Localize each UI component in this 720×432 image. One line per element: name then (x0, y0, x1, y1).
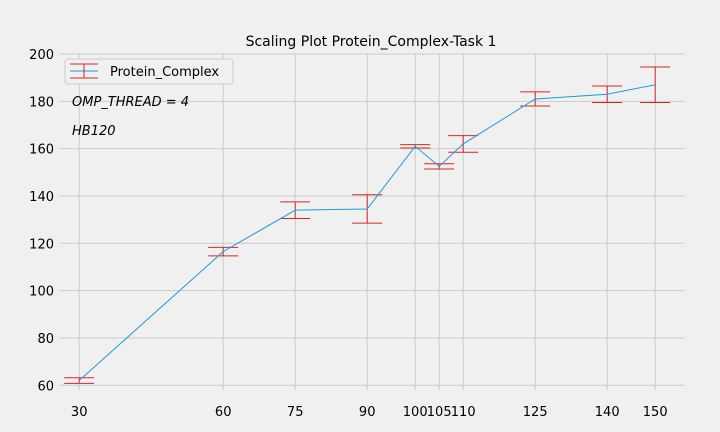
x-tick-label: 100 (403, 405, 428, 420)
y-tick-label: 120 (29, 237, 54, 252)
legend-swatch (70, 63, 98, 79)
y-tick-label: 60 (37, 379, 54, 394)
x-tick-label: 150 (643, 405, 668, 420)
legend-box (64, 58, 234, 85)
x-tick-label: 105 (427, 405, 452, 420)
grid (60, 53, 684, 390)
y-tick-label: 80 (37, 332, 54, 347)
y-tick-label: 180 (29, 95, 54, 110)
annotation-omp-thread: OMP_THREAD = 4 (72, 95, 189, 110)
x-axis-ticks: 30 60 75 90 100 105 110 125 140 150 (71, 405, 668, 420)
y-tick-label: 160 (29, 143, 54, 158)
y-tick-label: 100 (29, 285, 54, 300)
annotation-hb120: HB120 (72, 124, 116, 139)
y-axis-ticks: 60 80 100 120 140 160 180 200 (29, 48, 54, 394)
x-tick-label: 90 (359, 405, 376, 420)
x-tick-label: 60 (215, 405, 232, 420)
chart-title: Scaling Plot Protein_Complex-Task 1 (246, 34, 497, 50)
x-tick-label: 140 (595, 405, 620, 420)
series-line-group (78, 84, 656, 381)
legend: Protein_Complex (64, 58, 234, 85)
x-tick-label: 125 (523, 405, 548, 420)
series-line (78, 84, 656, 381)
legend-label: Protein_Complex (110, 65, 219, 80)
y-tick-label: 200 (29, 48, 54, 63)
error-bar (640, 66, 671, 104)
x-tick-label: 110 (451, 405, 476, 420)
x-tick-label: 75 (287, 405, 304, 420)
y-tick-label: 140 (29, 190, 54, 205)
x-tick-label: 30 (71, 405, 88, 420)
